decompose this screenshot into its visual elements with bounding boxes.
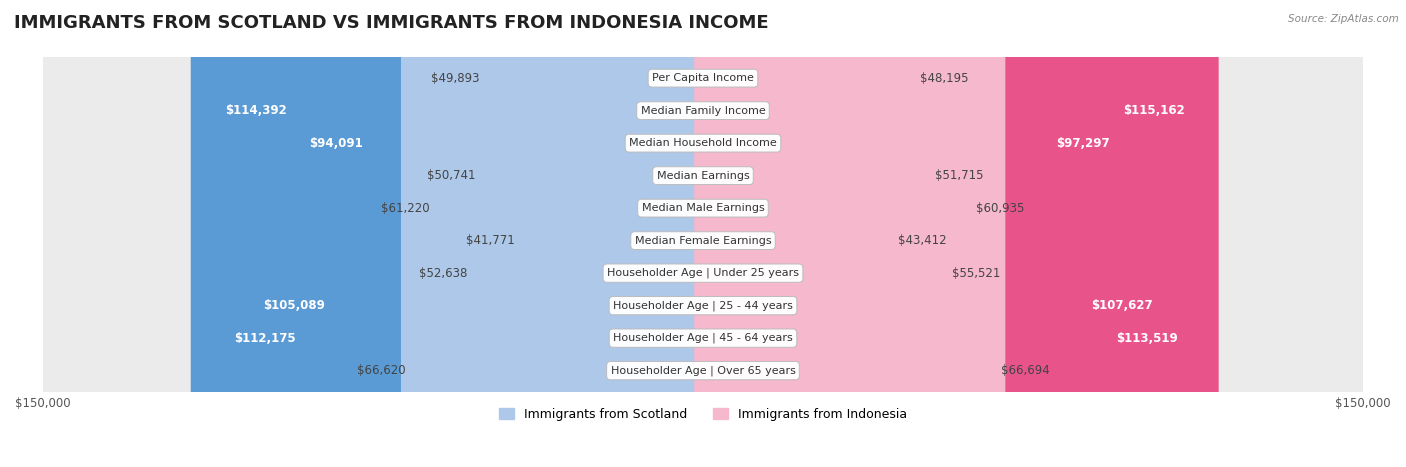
FancyBboxPatch shape (30, 0, 1376, 467)
Legend: Immigrants from Scotland, Immigrants from Indonesia: Immigrants from Scotland, Immigrants fro… (495, 403, 911, 425)
Text: $115,162: $115,162 (1123, 104, 1184, 117)
FancyBboxPatch shape (30, 0, 1376, 467)
FancyBboxPatch shape (463, 0, 711, 467)
Text: Householder Age | 25 - 44 years: Householder Age | 25 - 44 years (613, 300, 793, 311)
Text: $112,175: $112,175 (233, 332, 295, 345)
FancyBboxPatch shape (191, 0, 711, 467)
FancyBboxPatch shape (695, 0, 1185, 467)
Text: $43,412: $43,412 (898, 234, 948, 247)
FancyBboxPatch shape (30, 0, 1376, 467)
FancyBboxPatch shape (201, 0, 711, 467)
Text: $113,519: $113,519 (1116, 332, 1178, 345)
Text: Householder Age | Under 25 years: Householder Age | Under 25 years (607, 268, 799, 278)
Text: $51,715: $51,715 (935, 169, 984, 182)
Text: Householder Age | Over 65 years: Householder Age | Over 65 years (610, 365, 796, 376)
FancyBboxPatch shape (30, 0, 1376, 467)
FancyBboxPatch shape (30, 0, 1376, 467)
FancyBboxPatch shape (30, 0, 1376, 467)
FancyBboxPatch shape (695, 0, 924, 467)
FancyBboxPatch shape (30, 0, 1376, 467)
Text: $55,521: $55,521 (952, 267, 1000, 280)
FancyBboxPatch shape (30, 0, 1376, 467)
FancyBboxPatch shape (30, 0, 1376, 467)
FancyBboxPatch shape (425, 0, 711, 467)
Text: $61,220: $61,220 (381, 202, 429, 215)
FancyBboxPatch shape (30, 0, 1376, 467)
FancyBboxPatch shape (695, 0, 1005, 467)
FancyBboxPatch shape (232, 0, 711, 467)
FancyBboxPatch shape (695, 0, 1212, 467)
FancyBboxPatch shape (695, 0, 1219, 467)
Text: $66,620: $66,620 (357, 364, 405, 377)
Text: $66,694: $66,694 (1001, 364, 1050, 377)
Text: Median Family Income: Median Family Income (641, 106, 765, 116)
FancyBboxPatch shape (280, 0, 711, 467)
FancyBboxPatch shape (695, 0, 980, 467)
FancyBboxPatch shape (471, 0, 711, 467)
Text: $52,638: $52,638 (419, 267, 467, 280)
Text: Median Female Earnings: Median Female Earnings (634, 236, 772, 246)
FancyBboxPatch shape (475, 0, 711, 467)
FancyBboxPatch shape (695, 0, 956, 467)
Text: $50,741: $50,741 (427, 169, 475, 182)
Text: Householder Age | 45 - 64 years: Householder Age | 45 - 64 years (613, 333, 793, 343)
FancyBboxPatch shape (695, 0, 1140, 467)
Text: $114,392: $114,392 (225, 104, 287, 117)
Text: Median Household Income: Median Household Income (628, 138, 778, 148)
Text: $105,089: $105,089 (263, 299, 325, 312)
Text: $48,195: $48,195 (920, 71, 967, 85)
Text: IMMIGRANTS FROM SCOTLAND VS IMMIGRANTS FROM INDONESIA INCOME: IMMIGRANTS FROM SCOTLAND VS IMMIGRANTS F… (14, 14, 769, 32)
Text: $60,935: $60,935 (976, 202, 1024, 215)
FancyBboxPatch shape (401, 0, 711, 467)
Text: $107,627: $107,627 (1091, 299, 1153, 312)
FancyBboxPatch shape (695, 0, 903, 467)
Text: Median Male Earnings: Median Male Earnings (641, 203, 765, 213)
Text: $49,893: $49,893 (430, 71, 479, 85)
FancyBboxPatch shape (510, 0, 711, 467)
FancyBboxPatch shape (695, 0, 939, 467)
Text: $94,091: $94,091 (309, 137, 363, 149)
Text: Source: ZipAtlas.com: Source: ZipAtlas.com (1288, 14, 1399, 24)
Text: $97,297: $97,297 (1056, 137, 1109, 149)
Text: Per Capita Income: Per Capita Income (652, 73, 754, 83)
Text: $41,771: $41,771 (465, 234, 515, 247)
Text: Median Earnings: Median Earnings (657, 170, 749, 181)
